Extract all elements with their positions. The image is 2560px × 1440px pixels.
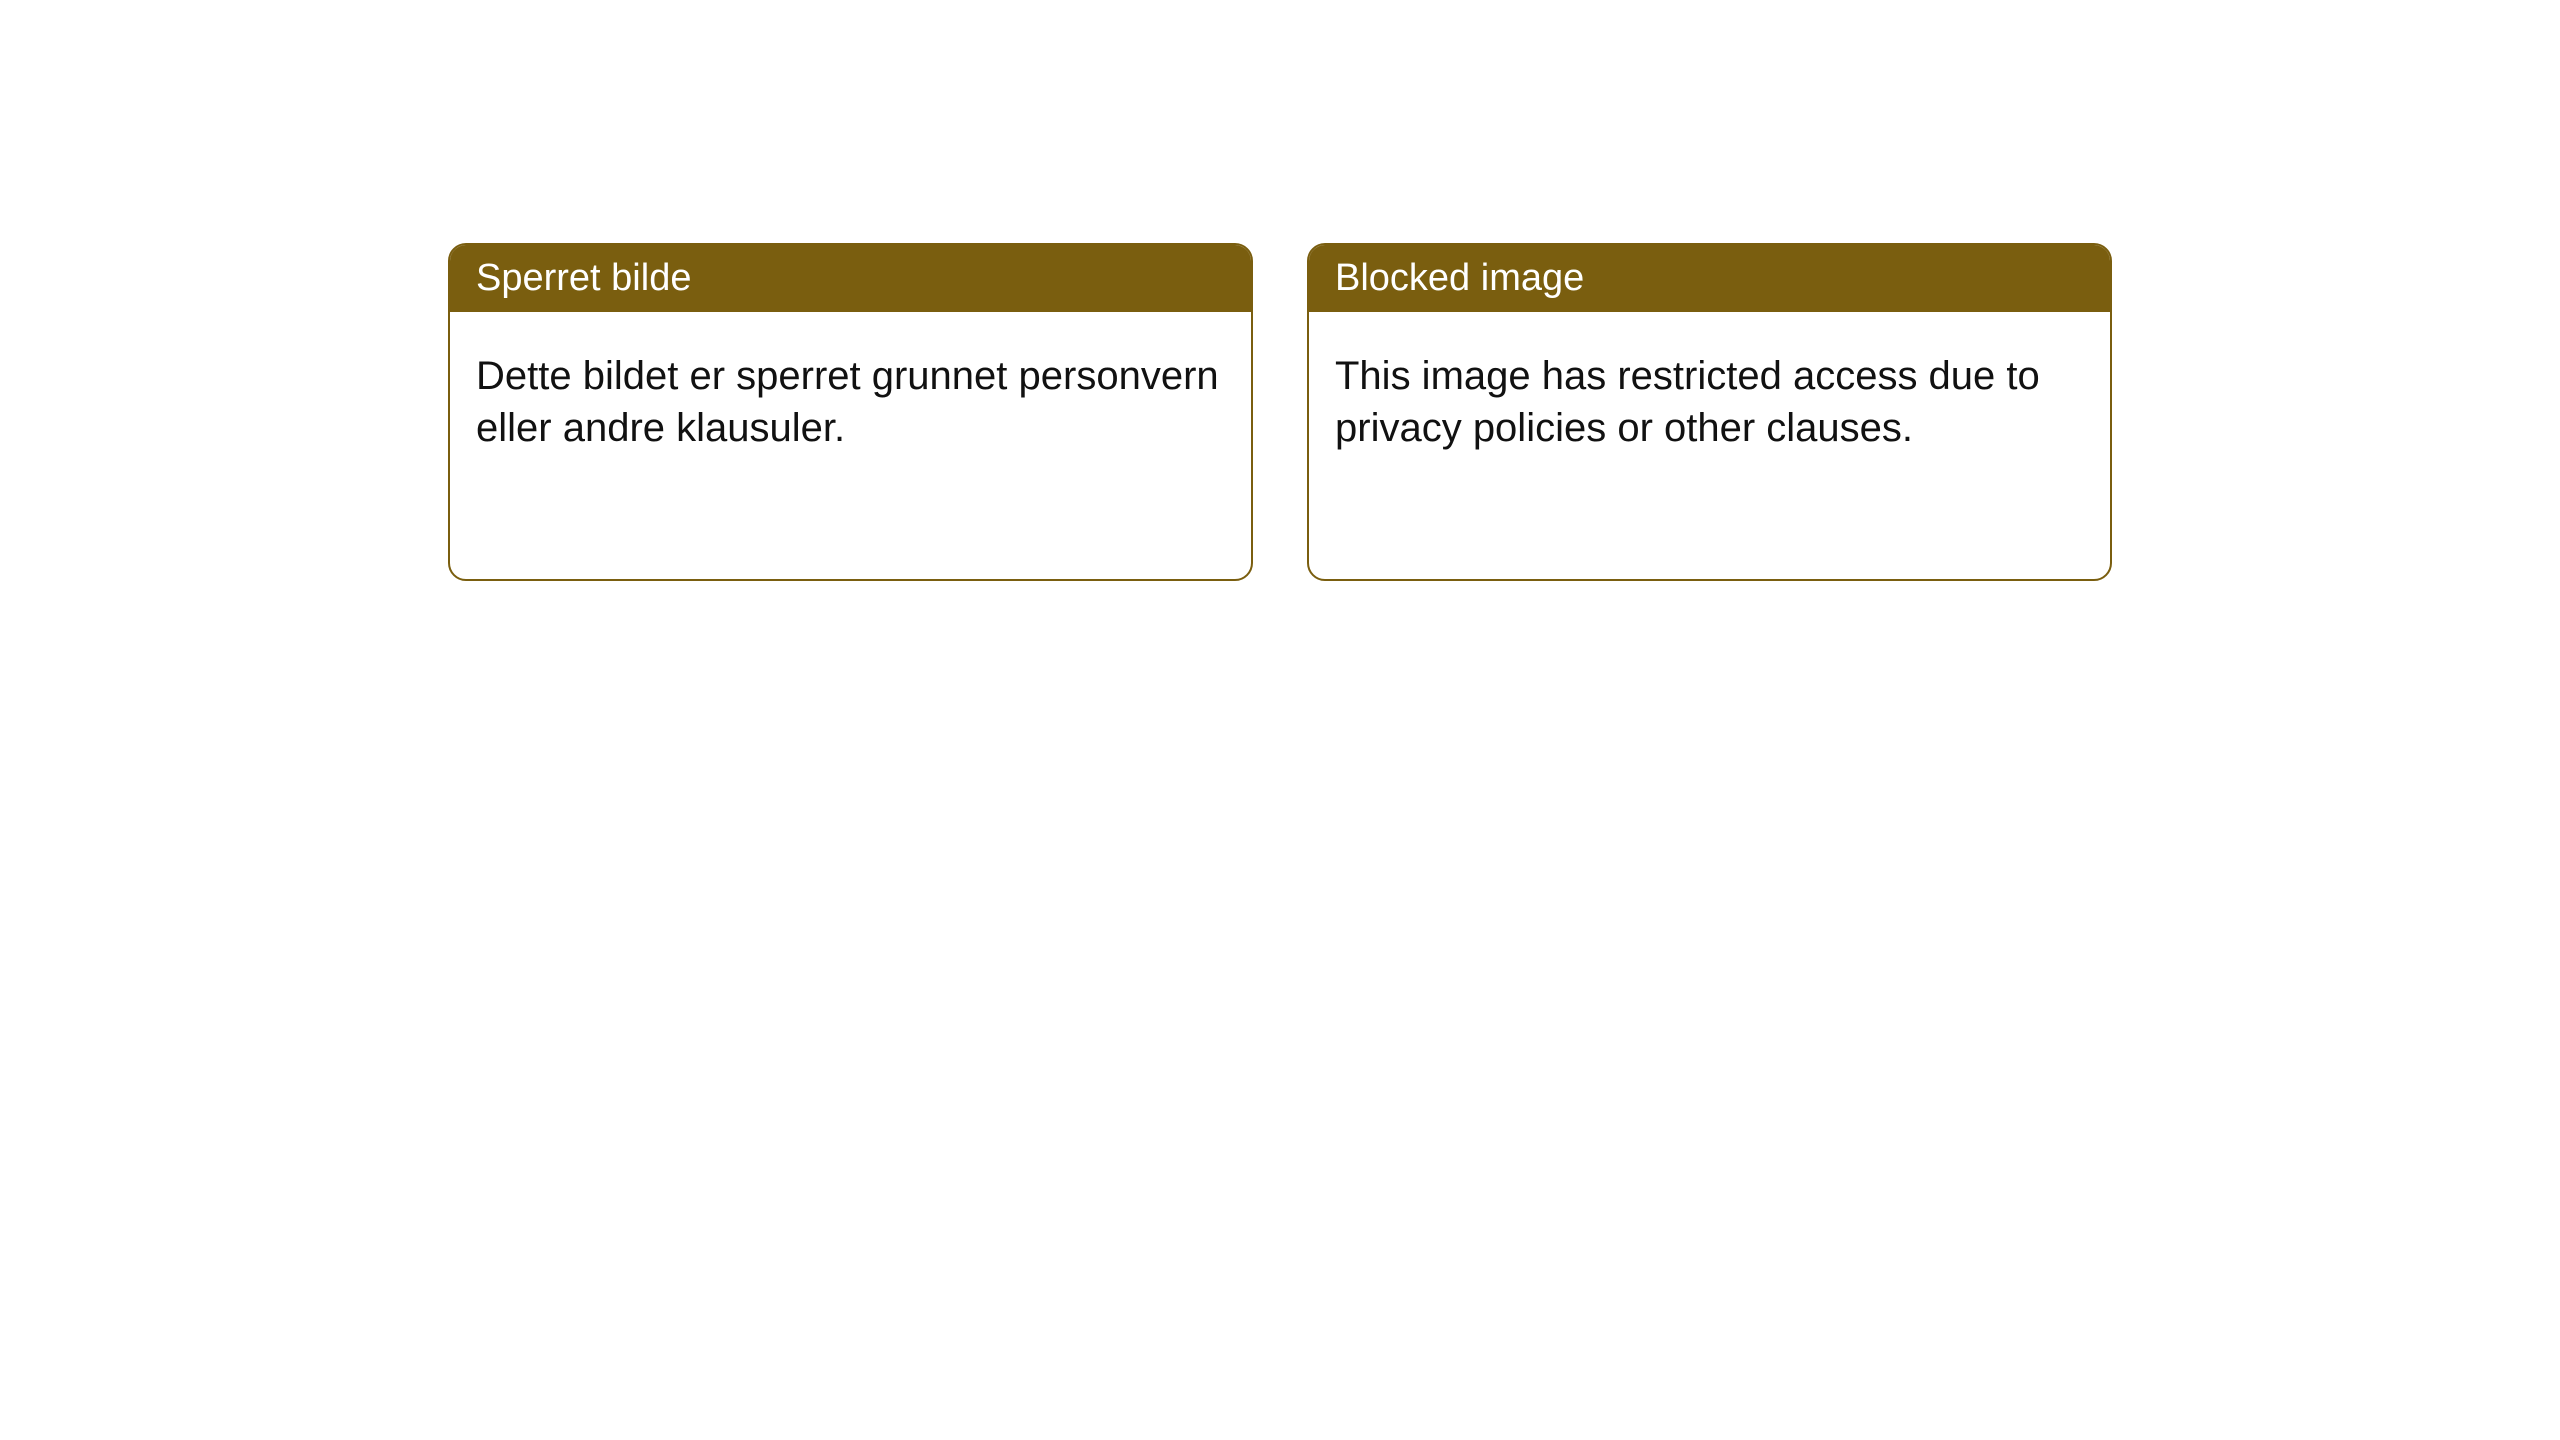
blocked-image-card-en: Blocked image This image has restricted … xyxy=(1307,243,2112,581)
blocked-image-card-no: Sperret bilde Dette bildet er sperret gr… xyxy=(448,243,1253,581)
card-body-en: This image has restricted access due to … xyxy=(1309,312,2110,492)
card-header-en: Blocked image xyxy=(1309,245,2110,312)
card-header-no: Sperret bilde xyxy=(450,245,1251,312)
card-body-no: Dette bildet er sperret grunnet personve… xyxy=(450,312,1251,492)
notice-container: Sperret bilde Dette bildet er sperret gr… xyxy=(0,0,2560,581)
